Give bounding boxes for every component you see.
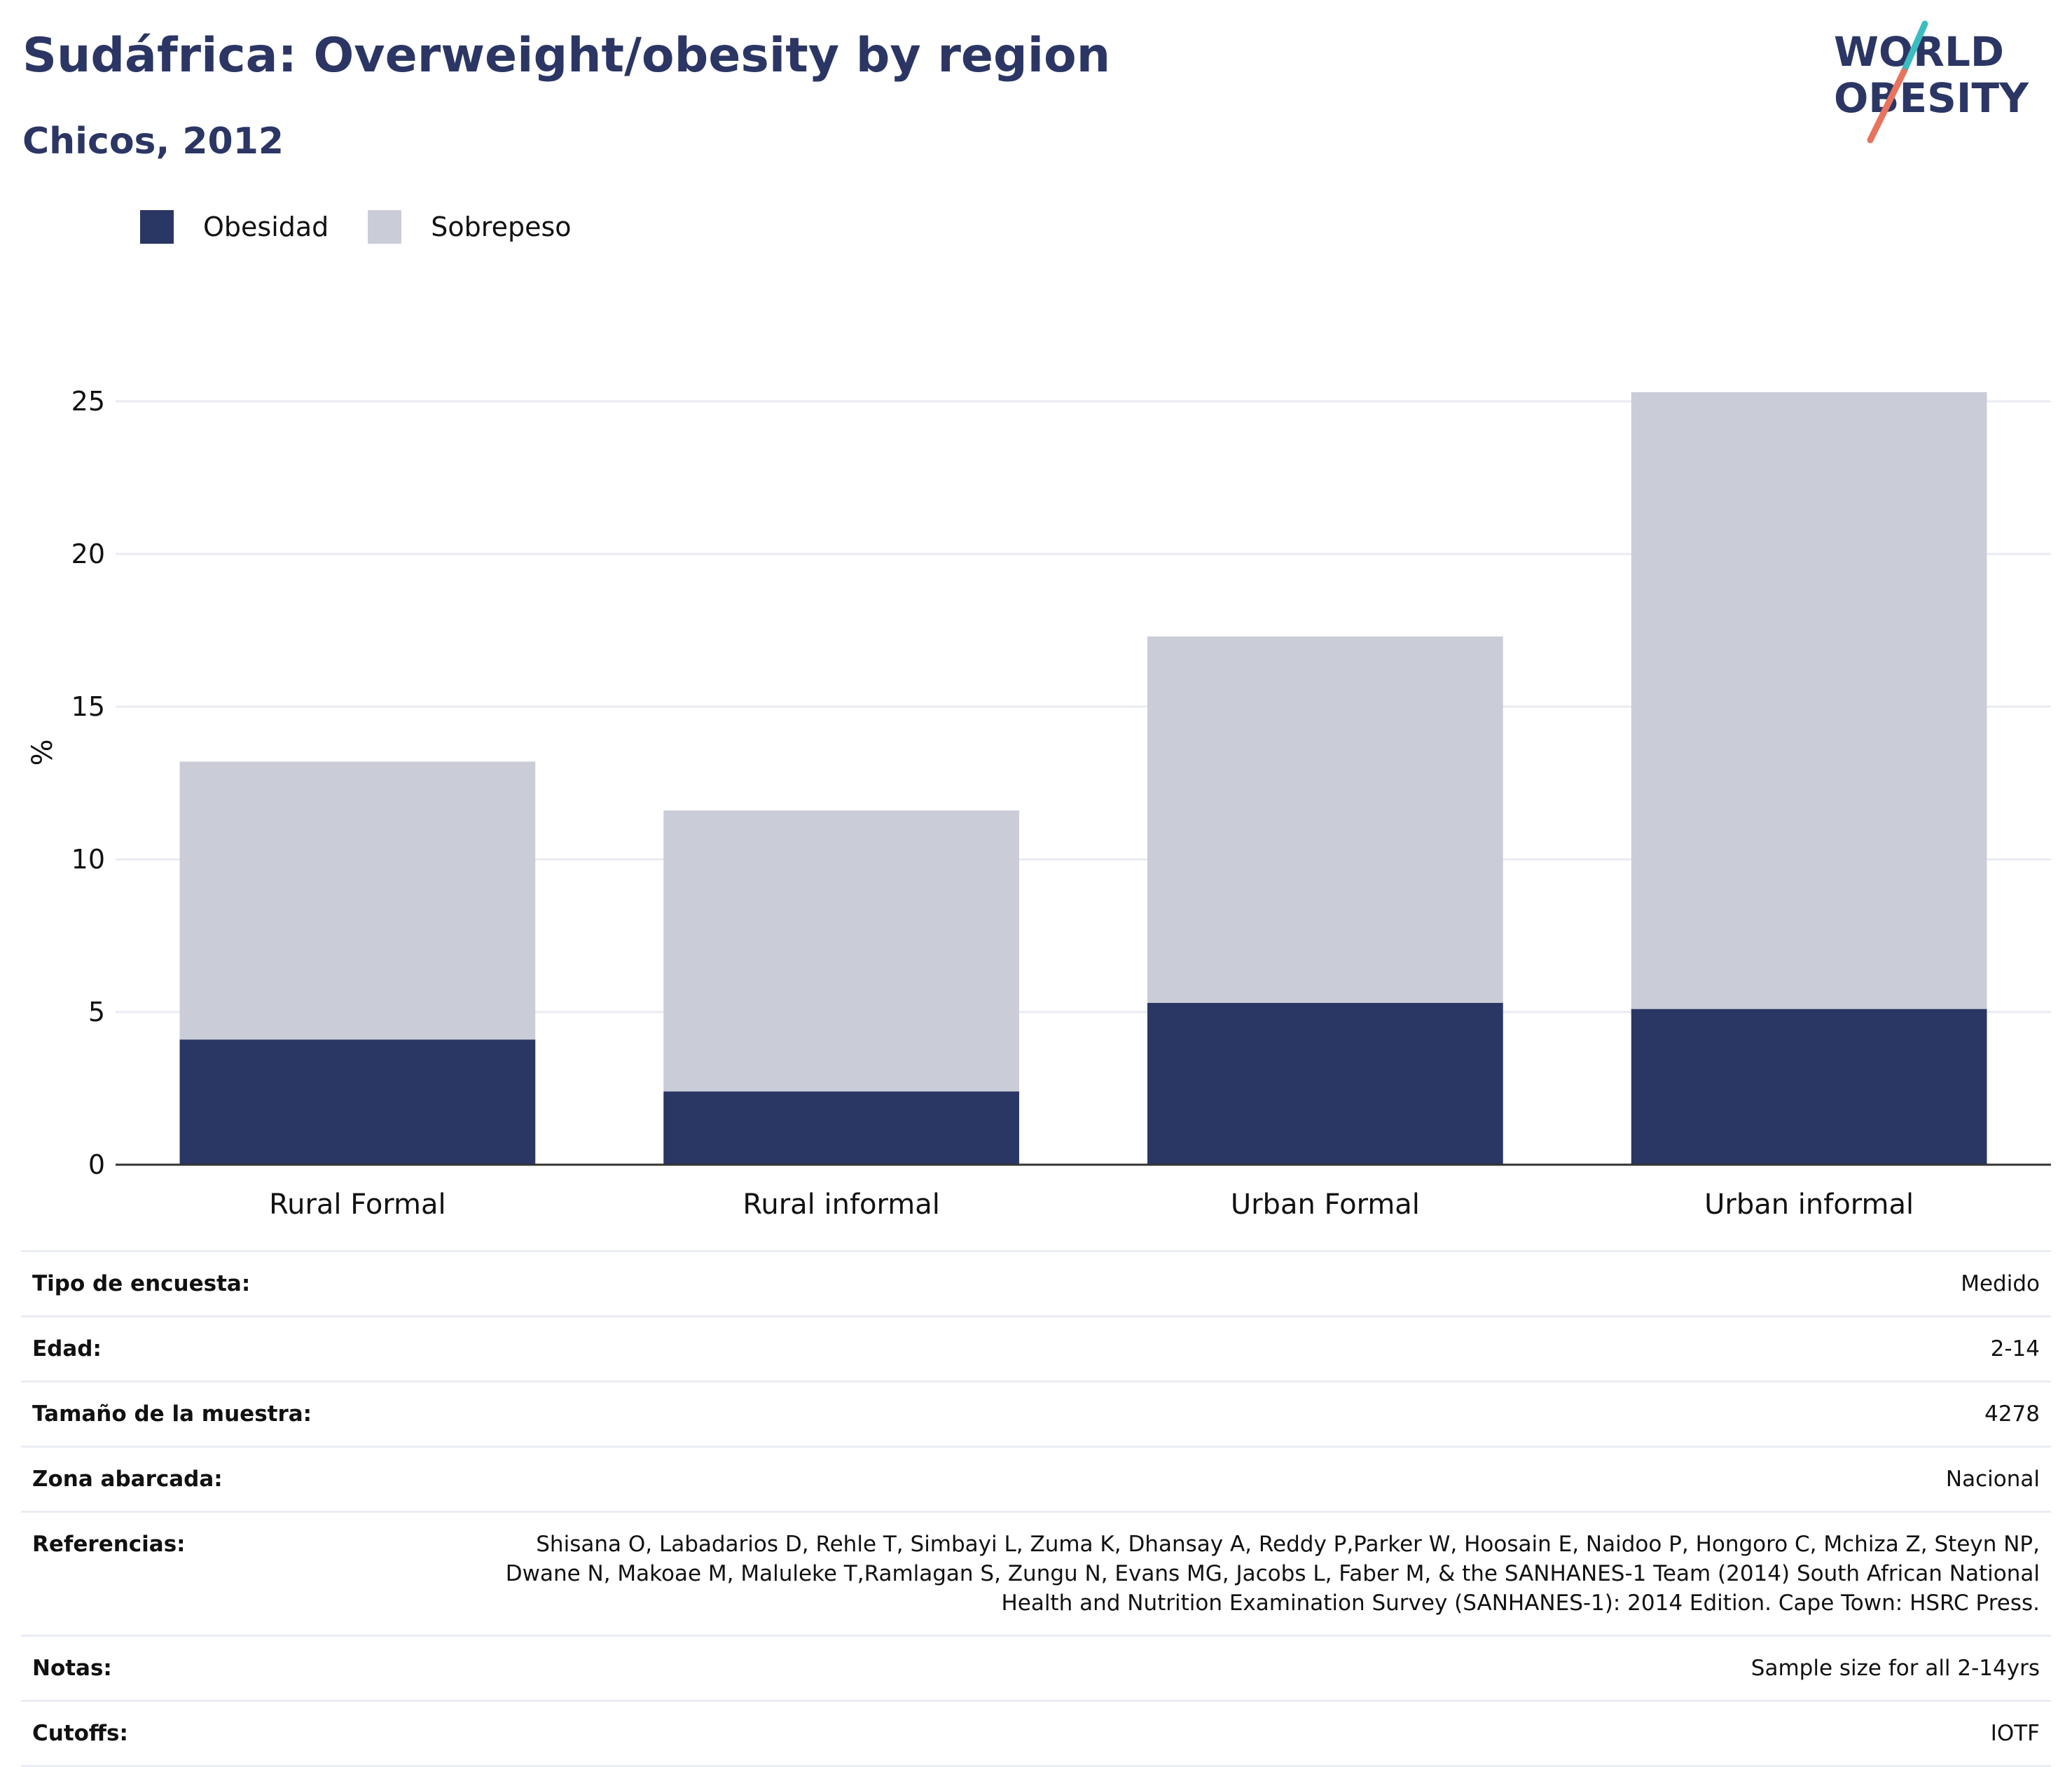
survey-info-table: Tipo de encuesta: Medido Edad: 2-14 Tamaño d…	[21, 1250, 2051, 1767]
y-tick-label-0: 0	[88, 1149, 105, 1180]
legend-label-sobrepeso: Sobrepeso	[431, 212, 572, 242]
info-key: Cutoffs:	[32, 1721, 128, 1746]
info-value: Sample size for all 2-14yrs	[1750, 1656, 2040, 1681]
info-key: Referencias:	[32, 1532, 186, 1557]
y-tick-label-15: 15	[71, 691, 105, 722]
legend-item-sobrepeso[interactable]: Sobrepeso	[368, 210, 572, 244]
legend-swatch-sobrepeso	[368, 210, 402, 244]
info-key: Zona abarcada:	[32, 1467, 223, 1492]
bar-obesidad-rural-formal	[179, 1039, 536, 1165]
bar-sobrepeso-urban-formal	[1147, 636, 1503, 1003]
legend-item-obesidad[interactable]: Obesidad	[140, 210, 329, 244]
info-row: Notas: Sample size for all 2-14yrs	[21, 1635, 2051, 1701]
info-row: Cutoffs: IOTF	[21, 1700, 2051, 1766]
info-key: Tamaño de la muestra:	[32, 1401, 312, 1427]
chart-title: Sudáfrica: Overweight/obesity by region	[22, 28, 1111, 83]
y-tick-label-25: 25	[71, 386, 105, 417]
bar-obesidad-rural-informal	[663, 1091, 1019, 1165]
y-tick-label-10: 10	[71, 844, 105, 875]
bar-obesidad-urban-formal	[1147, 1002, 1503, 1165]
bar-obesidad-urban-informal	[1631, 1009, 1987, 1165]
chart-subtitle: Chicos, 2012	[22, 120, 284, 162]
bar-sobrepeso-rural-formal	[179, 761, 536, 1040]
y-tick-label-5: 5	[88, 997, 105, 1027]
bar-sobrepeso-urban-informal	[1631, 391, 1987, 1009]
x-tick-label-rural-informal: Rural informal	[743, 1189, 939, 1221]
info-key: Tipo de encuesta:	[32, 1271, 251, 1296]
x-tick-label-urban-formal: Urban Formal	[1231, 1189, 1420, 1221]
info-row: Zona abarcada: Nacional	[21, 1446, 2051, 1512]
legend-swatch-obesidad	[140, 210, 174, 244]
info-value: Nacional	[1945, 1467, 2040, 1492]
info-row: Edad: 2-14	[21, 1316, 2051, 1382]
info-row: Tipo de encuesta: Medido	[21, 1251, 2051, 1317]
legend-label-obesidad: Obesidad	[203, 212, 329, 242]
stacked-bar-chart: 0 5 10 15 20 25% Rural Formal Rural informal Urb…	[27, 386, 2051, 1221]
x-tick-label-rural-formal: Rural Formal	[269, 1189, 446, 1221]
info-value: 2-14	[1990, 1336, 2040, 1361]
y-tick-label-20: 20	[71, 539, 105, 569]
info-value: Medido	[1961, 1271, 2040, 1296]
y-axis-label: %	[27, 739, 59, 765]
info-value: Shisana O, Labadarios D, Rehle T, Simbay…	[505, 1532, 2040, 1616]
info-key: Notas:	[32, 1656, 112, 1681]
chart-legend: Obesidad Sobrepeso	[140, 210, 611, 244]
logo-slash-top	[1900, 20, 1928, 75]
x-tick-label-urban-informal: Urban informal	[1704, 1189, 1914, 1221]
world-obesity-logo: WORLD OBESITY	[1834, 20, 2029, 144]
info-value: 4278	[1984, 1401, 2040, 1427]
bar-sobrepeso-rural-informal	[663, 810, 1019, 1092]
logo-slash-bottom	[1867, 68, 1907, 144]
info-row: Referencias: Shisana O, Labadarios D, Reh…	[21, 1511, 2051, 1636]
logo-line-2: OBESITY	[1834, 74, 2029, 122]
info-value: IOTF	[1990, 1721, 2040, 1746]
info-key: Edad:	[32, 1336, 102, 1361]
info-row: Tamaño de la muestra: 4278	[21, 1381, 2051, 1447]
